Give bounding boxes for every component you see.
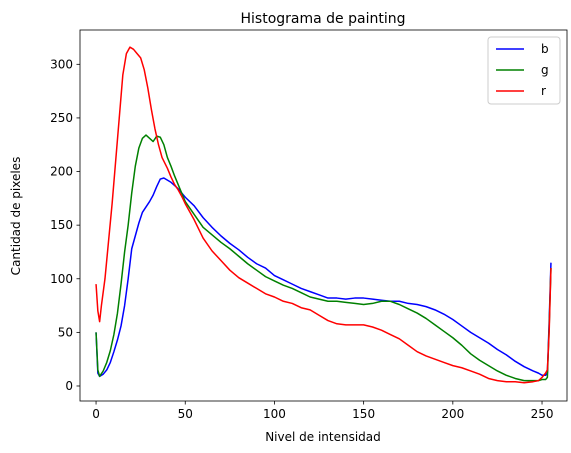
y-tick-label: 0: [65, 379, 73, 393]
y-tick-label: 300: [50, 57, 73, 71]
x-tick-label: 250: [531, 407, 554, 421]
chart-title: Histograma de painting: [241, 11, 406, 27]
series-line-b: [95, 177, 552, 378]
x-tick-label: 100: [263, 407, 286, 421]
x-tick-label: 150: [352, 407, 375, 421]
legend: bgr: [487, 36, 561, 105]
axis-ticks: 0 50 100 150 200 250 0 50 100 150 200 250 300: [50, 57, 553, 421]
plot-area: [79, 29, 568, 402]
y-tick-label: 250: [50, 111, 73, 125]
y-tick-label: 200: [50, 165, 73, 179]
legend-label-g: g: [541, 63, 549, 77]
y-tick-label: 100: [50, 272, 73, 286]
series-line-r: [95, 46, 552, 384]
x-tick-label: 200: [441, 407, 464, 421]
y-axis-label: Cantidad de pixeles: [9, 157, 23, 276]
y-tick-label: 50: [58, 325, 73, 339]
axes-frame: [79, 29, 568, 402]
legend-label-b: b: [541, 42, 549, 56]
x-tick-label: 50: [178, 407, 193, 421]
x-axis-label: Nivel de intensidad: [265, 430, 381, 444]
legend-label-r: r: [541, 84, 546, 98]
y-tick-label: 150: [50, 218, 73, 232]
series-line-g: [95, 134, 552, 382]
x-tick-label: 0: [92, 407, 100, 421]
